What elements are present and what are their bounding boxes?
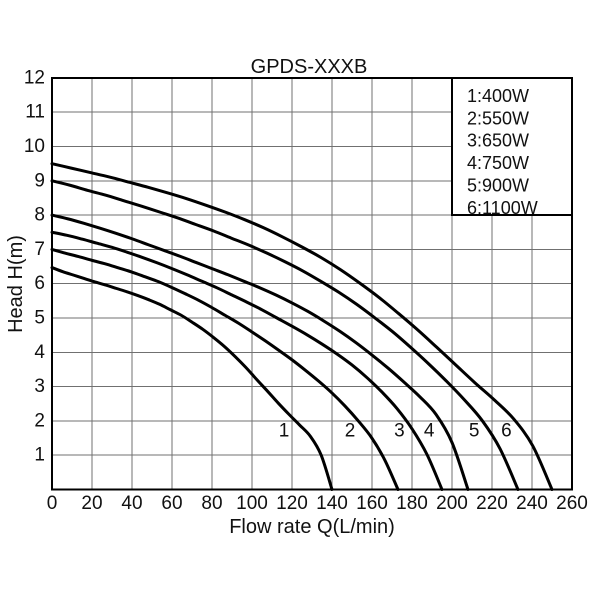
pump-curve-5 bbox=[50, 179, 520, 491]
x-tick-label-20: 20 bbox=[81, 493, 102, 514]
curve-label-2: 2 bbox=[345, 420, 356, 441]
legend-entry-2: 2:550W bbox=[467, 108, 529, 128]
legend-entry-4: 4:750W bbox=[467, 153, 529, 173]
curve-label-1: 1 bbox=[279, 420, 290, 441]
y-tick-label-11: 11 bbox=[25, 102, 45, 123]
curve-label-6: 6 bbox=[501, 420, 512, 441]
y-tick-label-2: 2 bbox=[34, 410, 45, 431]
x-tick-label-60: 60 bbox=[161, 493, 182, 514]
y-tick-label-10: 10 bbox=[24, 136, 45, 157]
legend-entry-6: 6:1100W bbox=[467, 198, 538, 218]
pump-curve-6 bbox=[50, 162, 554, 491]
pump-curve-2 bbox=[50, 247, 400, 491]
x-tick-label-260: 260 bbox=[556, 493, 588, 514]
y-tick-label-9: 9 bbox=[34, 170, 45, 191]
chart-title: GPDS-XXXB bbox=[251, 56, 368, 78]
x-tick-label-240: 240 bbox=[516, 493, 548, 514]
pump-curve-4 bbox=[50, 213, 470, 491]
x-tick-label-80: 80 bbox=[201, 493, 222, 514]
x-tick-label-140: 140 bbox=[316, 493, 348, 514]
y-tick-label-3: 3 bbox=[34, 376, 45, 397]
x-tick-label-200: 200 bbox=[436, 493, 468, 514]
legend-entry-1: 1:400W bbox=[467, 86, 529, 106]
y-tick-label-1: 1 bbox=[34, 445, 45, 466]
pump-curves bbox=[50, 162, 554, 491]
y-tick-label-12: 12 bbox=[24, 67, 45, 88]
y-tick-label-5: 5 bbox=[34, 308, 45, 329]
x-tick-label-160: 160 bbox=[356, 493, 388, 514]
curve-label-3: 3 bbox=[394, 420, 405, 441]
x-tick-label-220: 220 bbox=[476, 493, 508, 514]
y-axis-title: Head H(m) bbox=[5, 235, 27, 333]
x-axis-title: Flow rate Q(L/min) bbox=[229, 516, 395, 538]
plot-border bbox=[51, 76, 573, 491]
x-tick-label-180: 180 bbox=[396, 493, 428, 514]
y-tick-label-6: 6 bbox=[34, 273, 45, 294]
y-tick-label-7: 7 bbox=[34, 239, 45, 260]
legend-frame bbox=[451, 76, 573, 217]
legend-entry-3: 3:650W bbox=[467, 131, 529, 151]
x-tick-label-120: 120 bbox=[276, 493, 308, 514]
axis-tick-labels: 0 20 40 60 80 100 120 140 160 180 200 220 240 2601234… bbox=[24, 67, 588, 514]
x-tick-label-100: 100 bbox=[236, 493, 268, 514]
x-tick-label-40: 40 bbox=[121, 493, 142, 514]
curve-label-4: 4 bbox=[424, 420, 435, 441]
pump-curve-3 bbox=[50, 230, 444, 491]
x-tick-label-0: 0 bbox=[47, 493, 58, 514]
legend-entry-5: 5:900W bbox=[467, 176, 529, 196]
curve-label-5: 5 bbox=[469, 420, 480, 441]
pump-curve-1 bbox=[50, 266, 334, 491]
y-tick-label-4: 4 bbox=[34, 342, 45, 363]
y-tick-label-8: 8 bbox=[34, 205, 45, 226]
